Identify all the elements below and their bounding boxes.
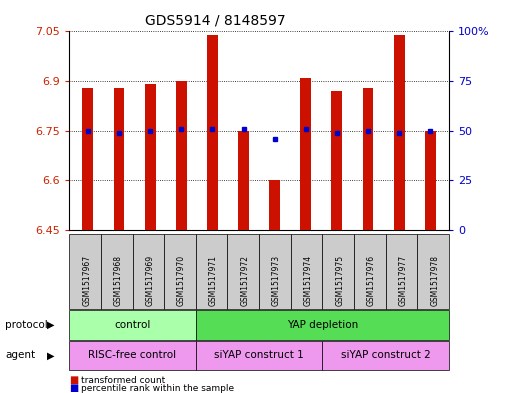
Text: GSM1517975: GSM1517975 [335,255,344,306]
Text: percentile rank within the sample: percentile rank within the sample [81,384,234,393]
Bar [207,35,218,230]
Bar [300,78,311,230]
Text: GSM1517976: GSM1517976 [367,255,376,306]
Text: ▶: ▶ [47,320,54,330]
Text: GSM1517973: GSM1517973 [272,255,281,306]
Bar [425,131,436,230]
Text: transformed count: transformed count [81,376,165,385]
Text: GDS5914 / 8148597: GDS5914 / 8148597 [145,14,286,28]
Text: GSM1517972: GSM1517972 [240,255,249,306]
Text: agent: agent [5,351,35,360]
Text: GSM1517970: GSM1517970 [177,255,186,306]
Text: GSM1517977: GSM1517977 [399,255,407,306]
Bar [145,84,155,230]
Text: RISC-free control: RISC-free control [88,351,176,360]
Text: GSM1517978: GSM1517978 [430,255,439,306]
Bar [363,88,373,230]
Bar [393,35,405,230]
Text: ▶: ▶ [47,351,54,360]
Text: GSM1517971: GSM1517971 [209,255,218,306]
Text: YAP depletion: YAP depletion [287,320,358,330]
Text: siYAP construct 2: siYAP construct 2 [341,351,430,360]
Text: protocol: protocol [5,320,48,330]
Bar [331,91,342,230]
Text: ■: ■ [69,375,78,385]
Bar [238,131,249,230]
Bar [83,88,93,230]
Text: GSM1517967: GSM1517967 [82,255,91,306]
Bar [269,180,280,230]
Bar [113,88,125,230]
Text: ■: ■ [69,383,78,393]
Bar [176,81,187,230]
Text: siYAP construct 1: siYAP construct 1 [214,351,304,360]
Text: GSM1517974: GSM1517974 [304,255,312,306]
Text: control: control [114,320,151,330]
Text: GSM1517968: GSM1517968 [114,255,123,306]
Text: GSM1517969: GSM1517969 [145,255,154,306]
